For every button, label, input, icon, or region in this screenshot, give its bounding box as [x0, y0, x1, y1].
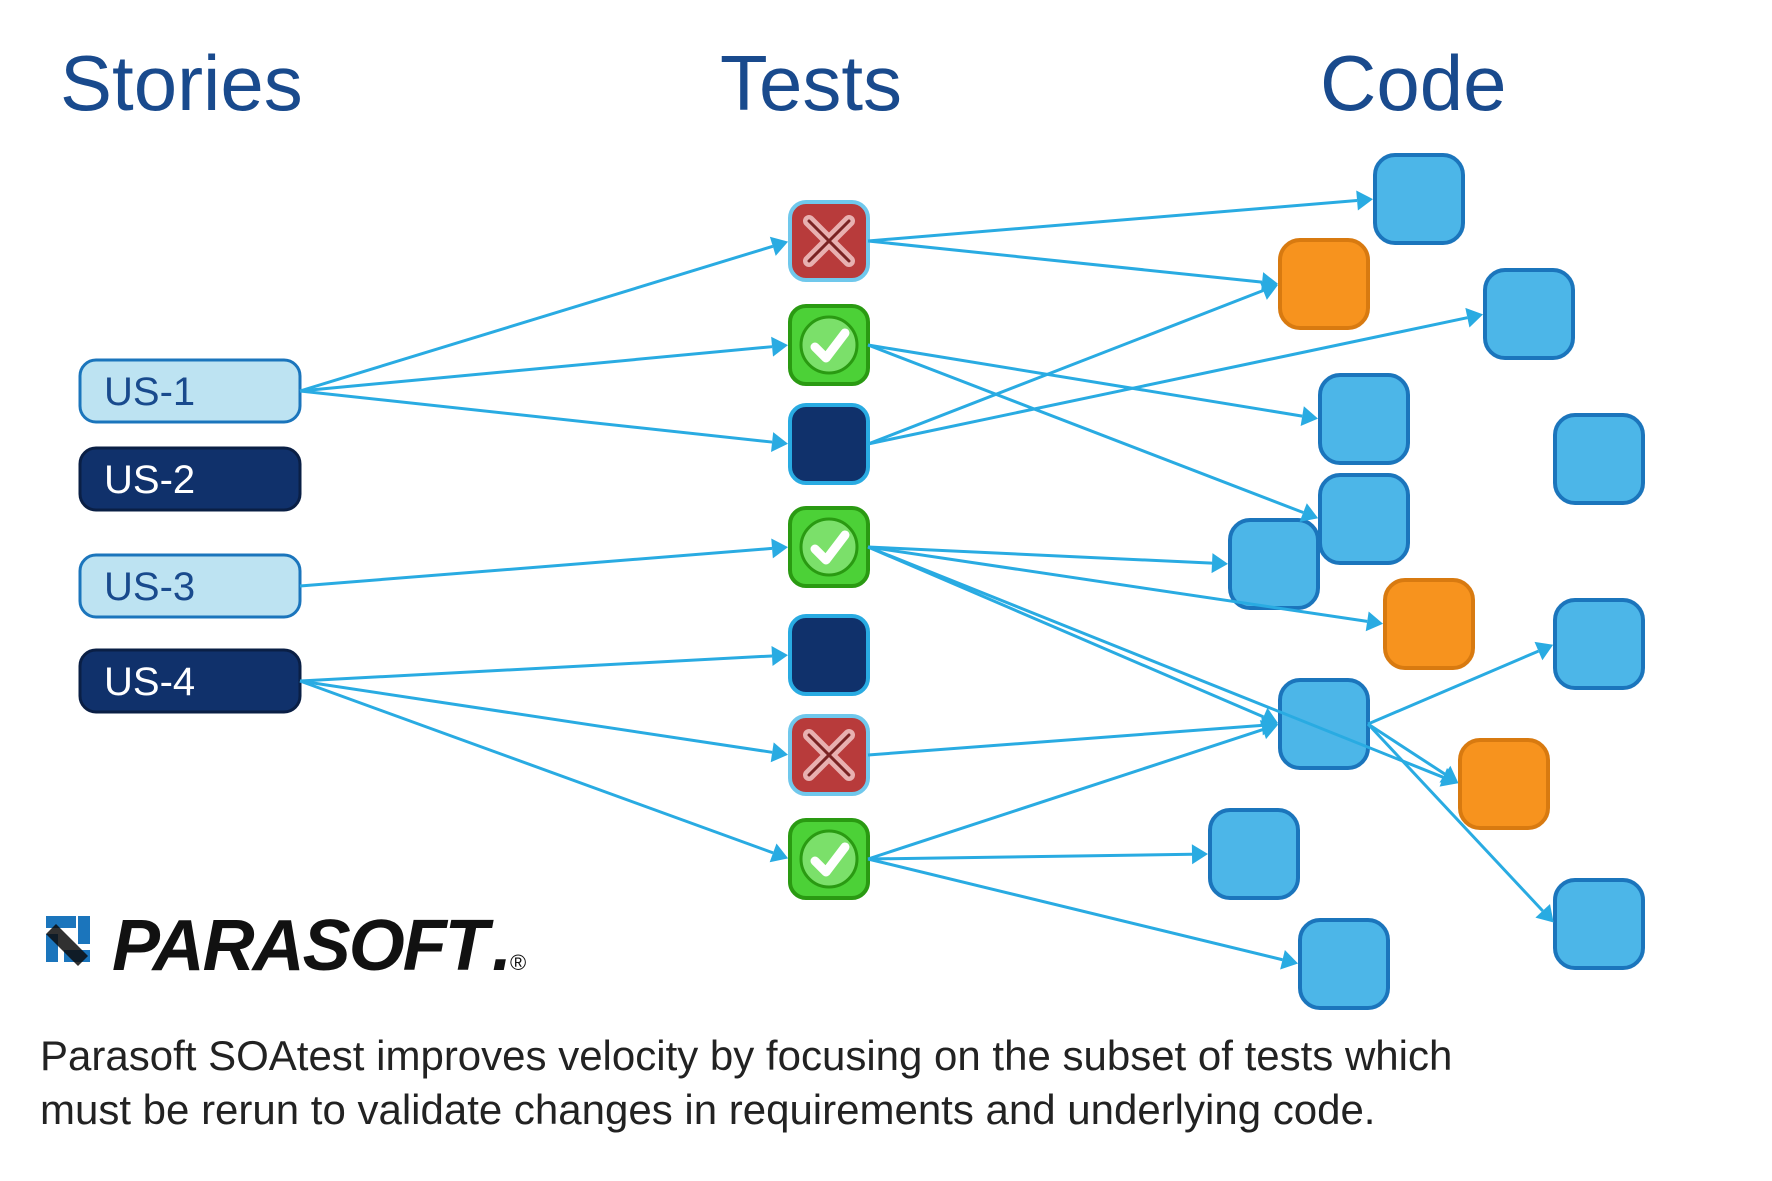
test-t2 — [790, 306, 868, 384]
code-block — [1280, 240, 1368, 328]
code-block — [1300, 920, 1388, 1008]
story-label: US-4 — [104, 660, 195, 704]
story-us-1: US-1 — [80, 360, 300, 422]
code-block — [1375, 155, 1463, 243]
story-us-4: US-4 — [80, 650, 300, 712]
code-block — [1210, 810, 1298, 898]
tests-heading: Tests — [720, 39, 902, 127]
test-t5 — [790, 616, 868, 694]
story-label: US-3 — [104, 565, 195, 609]
caption-line: Parasoft SOAtest improves velocity by fo… — [40, 1032, 1452, 1079]
code-heading: Code — [1320, 39, 1506, 127]
code-block — [1555, 600, 1643, 688]
code-block — [1280, 680, 1368, 768]
story-label: US-2 — [104, 458, 195, 502]
code-block — [1320, 475, 1408, 563]
code-block — [1555, 880, 1643, 968]
stories-heading: Stories — [60, 39, 303, 127]
code-block — [1485, 270, 1573, 358]
svg-text:®: ® — [510, 950, 526, 975]
test-t7 — [790, 820, 868, 898]
code-block — [1460, 740, 1548, 828]
code-block — [1555, 415, 1643, 503]
test-t1 — [790, 202, 868, 280]
parasoft-logo: PARASOFT.® — [46, 906, 526, 986]
test-t4 — [790, 508, 868, 586]
caption-line: must be rerun to validate changes in req… — [40, 1086, 1375, 1133]
logo-wordmark: PARASOFT — [112, 906, 495, 986]
story-us-2: US-2 — [80, 448, 300, 510]
story-us-3: US-3 — [80, 555, 300, 617]
code-block — [1320, 375, 1408, 463]
test-t6 — [790, 716, 868, 794]
code-block — [1230, 520, 1318, 608]
svg-text:.: . — [492, 906, 510, 986]
story-label: US-1 — [104, 370, 195, 414]
test-t3 — [790, 405, 868, 483]
code-block — [1385, 580, 1473, 668]
